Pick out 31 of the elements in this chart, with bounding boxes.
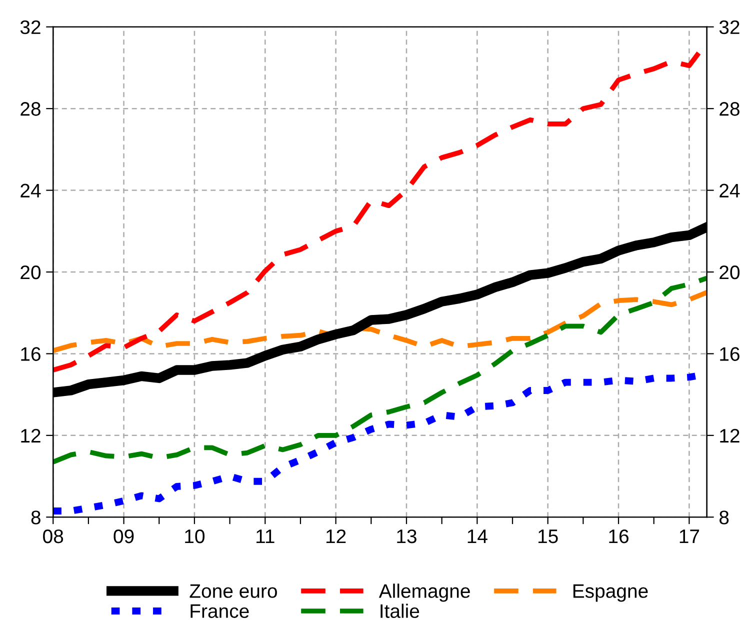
x-tick-label: 17 bbox=[680, 530, 700, 544]
line-series bbox=[53, 290, 707, 354]
x-tick-label: 15 bbox=[538, 530, 558, 544]
legend-label: Italie bbox=[380, 604, 420, 618]
y-tick-label: 8 bbox=[31, 510, 40, 524]
legend-label: Allemagne bbox=[378, 584, 470, 602]
y2-tick-label: 24 bbox=[720, 184, 740, 198]
x-tick-label: 16 bbox=[609, 529, 628, 544]
y2-tick-label: 12 bbox=[720, 428, 740, 442]
y-tick-label: 24 bbox=[20, 184, 41, 198]
x-tick-label: 12 bbox=[326, 529, 346, 544]
x-tick-label: 10 bbox=[185, 529, 205, 544]
legend-label: France bbox=[190, 604, 249, 618]
x-tick-label: 09 bbox=[114, 529, 134, 544]
y2-tick-label: 16 bbox=[720, 347, 740, 361]
y-tick-label: 28 bbox=[20, 102, 40, 116]
line-series bbox=[53, 276, 707, 464]
y-tick-label: 20 bbox=[20, 265, 41, 280]
y-tick-label: 16 bbox=[21, 347, 40, 361]
legend-label: Espagne bbox=[573, 584, 648, 602]
x-tick-label: 08 bbox=[43, 529, 64, 544]
x-tick-label: 13 bbox=[397, 529, 416, 544]
x-tick-label: 11 bbox=[256, 530, 274, 544]
legend-label: Zone euro bbox=[190, 584, 277, 598]
y2-tick-label: 28 bbox=[720, 102, 740, 116]
y2-tick-label: 20 bbox=[720, 265, 740, 280]
y-tick-label: 12 bbox=[21, 428, 40, 442]
y-tick-label: 32 bbox=[20, 20, 40, 34]
y2-tick-label: 8 bbox=[720, 510, 729, 524]
x-tick-label: 14 bbox=[468, 530, 488, 544]
y2-tick-label: 32 bbox=[719, 20, 740, 34]
